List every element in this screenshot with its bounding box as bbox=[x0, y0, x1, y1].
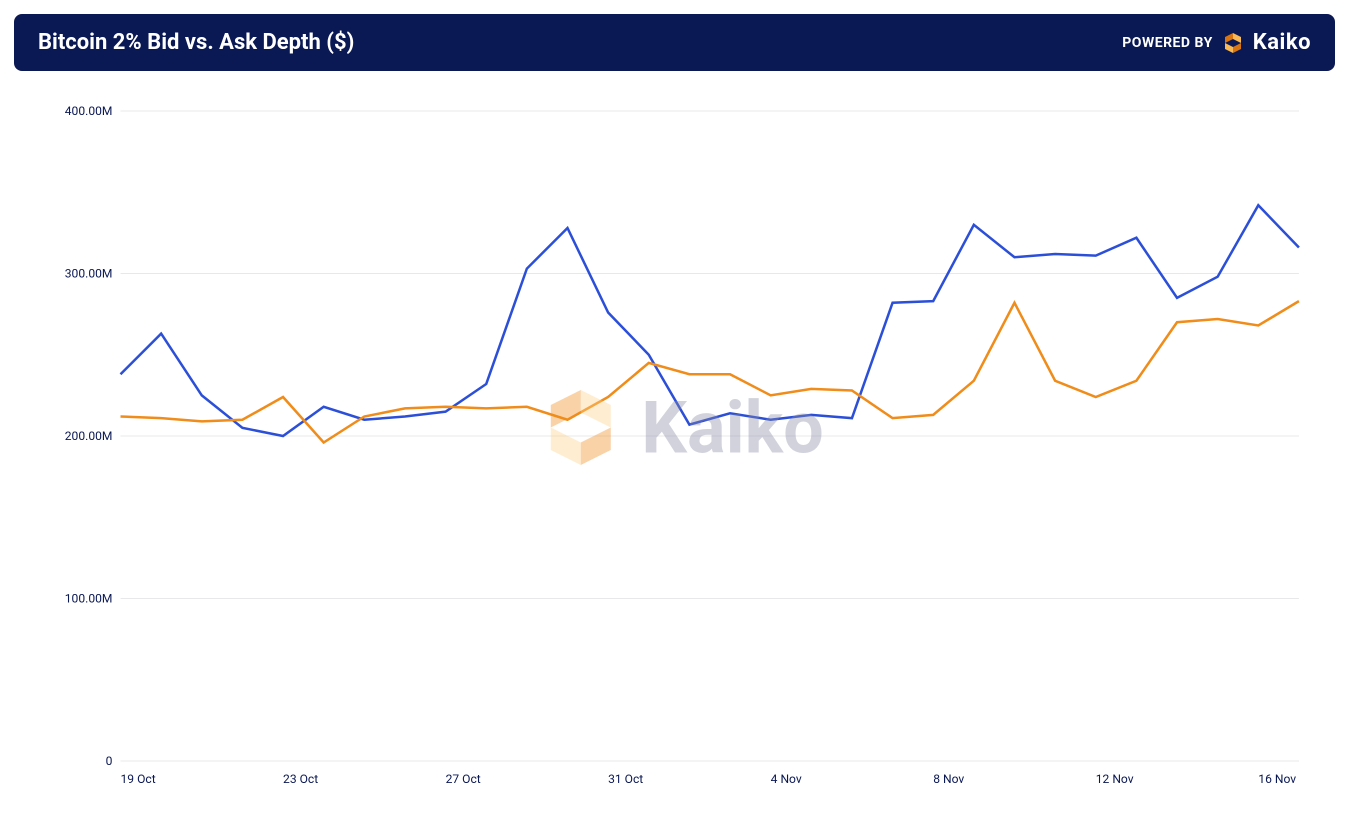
svg-text:16 Nov: 16 Nov bbox=[1258, 772, 1296, 786]
line-chart: 0 100.00M 200.00M 300.00M 400.00M 19 Oct 23 Oc… bbox=[50, 91, 1309, 791]
svg-text:400.00M: 400.00M bbox=[65, 104, 113, 118]
chart-title: Bitcoin 2% Bid vs. Ask Depth ($) bbox=[38, 30, 354, 55]
svg-text:100.00M: 100.00M bbox=[65, 592, 113, 606]
svg-text:8 Nov: 8 Nov bbox=[933, 772, 964, 786]
svg-text:19 Oct: 19 Oct bbox=[121, 772, 156, 786]
kaiko-logo-text: Kaiko bbox=[1253, 30, 1311, 55]
powered-by-block: POWERED BY Kaiko bbox=[1122, 30, 1311, 55]
kaiko-logo-icon bbox=[1221, 31, 1245, 55]
chart-header: Bitcoin 2% Bid vs. Ask Depth ($) POWERED… bbox=[14, 14, 1335, 71]
powered-by-label: POWERED BY bbox=[1122, 35, 1212, 51]
svg-text:4 Nov: 4 Nov bbox=[771, 772, 802, 786]
svg-text:200.00M: 200.00M bbox=[65, 429, 113, 443]
svg-text:27 Oct: 27 Oct bbox=[446, 772, 481, 786]
svg-text:12 Nov: 12 Nov bbox=[1096, 772, 1134, 786]
svg-text:300.00M: 300.00M bbox=[65, 267, 113, 281]
chart-container: 0 100.00M 200.00M 300.00M 400.00M 19 Oct 23 Oc… bbox=[50, 91, 1309, 791]
svg-text:0: 0 bbox=[106, 754, 113, 768]
svg-text:31 Oct: 31 Oct bbox=[608, 772, 643, 786]
svg-text:23 Oct: 23 Oct bbox=[283, 772, 318, 786]
